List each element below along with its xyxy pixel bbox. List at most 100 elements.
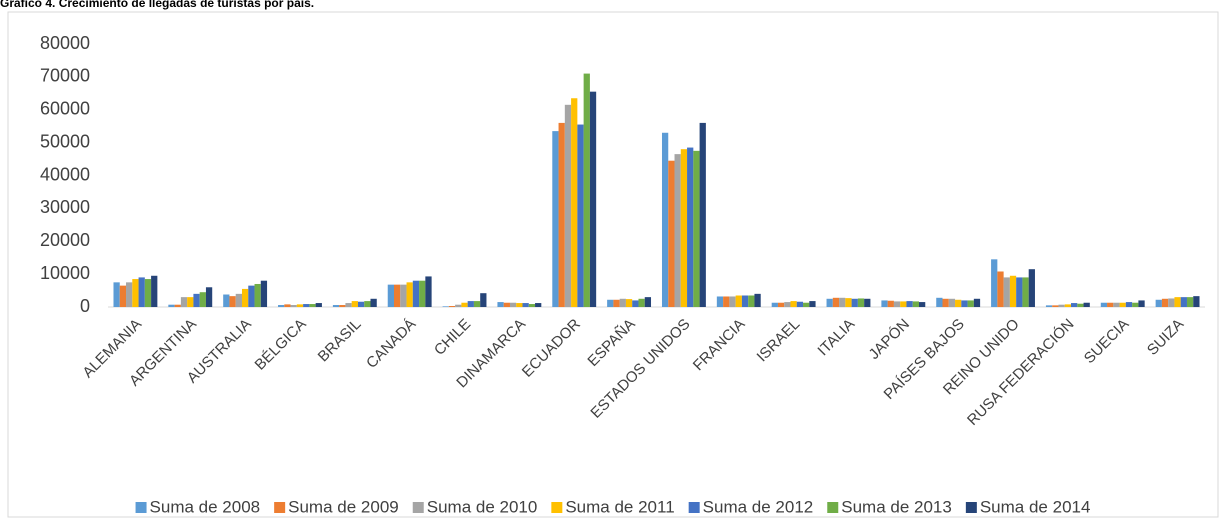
x-tick-label: SUIZA — [1144, 316, 1187, 359]
bar — [1016, 277, 1023, 307]
x-tick-label: ESTADOS UNIDOS — [587, 316, 693, 422]
bar — [1083, 302, 1090, 307]
bar — [303, 304, 310, 307]
bar — [687, 147, 694, 307]
bar — [748, 295, 755, 307]
bar — [1100, 302, 1108, 307]
bar — [144, 279, 152, 307]
bar — [132, 279, 139, 307]
bar — [193, 293, 200, 307]
bar — [223, 294, 230, 307]
bar — [412, 280, 420, 307]
bar — [864, 298, 871, 307]
bar — [138, 277, 145, 307]
bar — [973, 298, 981, 307]
bar — [199, 292, 206, 307]
bar — [419, 280, 426, 307]
bar — [332, 305, 340, 307]
legend-label: Suma de 2013 — [841, 497, 952, 516]
y-tick-label: 50000 — [40, 131, 90, 151]
legend-swatch — [551, 502, 563, 513]
legend-swatch — [135, 502, 147, 513]
x-tick-label: SUECIA — [1081, 316, 1133, 368]
bar — [564, 104, 572, 307]
y-tick-label: 80000 — [40, 33, 90, 53]
bar — [1138, 300, 1145, 307]
x-tick-label: RUSA FEDERACIÓN — [964, 316, 1077, 429]
bar — [442, 306, 449, 307]
x-tick-label: CHILE — [431, 316, 474, 359]
bar — [1107, 302, 1114, 307]
bar — [906, 301, 913, 307]
bar — [693, 150, 700, 307]
bar — [284, 304, 291, 307]
bar — [613, 299, 620, 307]
bar — [638, 298, 645, 307]
bar — [205, 287, 213, 307]
bar — [997, 271, 1004, 307]
bar — [912, 301, 919, 307]
bar — [315, 303, 322, 307]
bar — [777, 302, 785, 307]
y-tick-label: 30000 — [40, 197, 90, 217]
y-tick-label: 0 — [80, 296, 90, 316]
bar — [260, 280, 268, 307]
legend-label: Suma de 2011 — [565, 497, 674, 516]
bar — [1028, 269, 1035, 307]
bar — [699, 122, 706, 308]
bar — [967, 300, 974, 307]
y-tick-label: 10000 — [40, 263, 90, 283]
bar — [406, 282, 413, 307]
bar — [632, 300, 639, 307]
bar — [467, 301, 474, 307]
bar — [577, 124, 584, 307]
bar — [1009, 275, 1017, 307]
bar — [716, 296, 724, 307]
x-tick-label: ITALIA — [814, 316, 858, 360]
bar — [803, 302, 810, 307]
bar — [357, 301, 365, 307]
bar — [229, 296, 236, 307]
bar — [723, 296, 730, 307]
bar — [387, 284, 395, 307]
x-tick-label: ECUADOR — [519, 316, 584, 381]
bar — [729, 296, 736, 307]
bar — [1186, 297, 1194, 307]
bar — [936, 297, 943, 307]
legend-label: Suma de 2010 — [427, 497, 538, 516]
bar — [290, 305, 297, 307]
bar — [942, 298, 949, 307]
y-tick-label: 20000 — [40, 230, 90, 250]
bar — [516, 303, 523, 307]
bar — [296, 304, 304, 307]
bar — [583, 73, 590, 308]
bar — [394, 284, 401, 307]
y-tick-label: 60000 — [40, 99, 90, 119]
bar — [826, 298, 833, 307]
bar — [461, 302, 468, 307]
bar — [784, 302, 791, 307]
bar — [809, 301, 816, 307]
legend-swatch — [274, 502, 286, 513]
bar — [1113, 302, 1120, 307]
bar — [1045, 305, 1053, 307]
bar — [278, 305, 285, 307]
bar — [1077, 303, 1084, 307]
legend-swatch — [412, 502, 424, 513]
bar — [235, 293, 242, 307]
bar — [535, 303, 542, 307]
bar — [1071, 303, 1078, 307]
y-tick-label: 40000 — [40, 164, 90, 184]
bar — [503, 302, 510, 307]
bar — [680, 149, 688, 307]
bar — [339, 305, 346, 307]
x-tick-label: ISRAEL — [754, 316, 804, 366]
bar — [455, 304, 462, 307]
bar — [151, 275, 158, 307]
bar — [168, 304, 175, 307]
bar — [448, 306, 456, 307]
bar — [851, 298, 858, 307]
bar — [552, 131, 559, 307]
legend-swatch — [688, 502, 700, 513]
